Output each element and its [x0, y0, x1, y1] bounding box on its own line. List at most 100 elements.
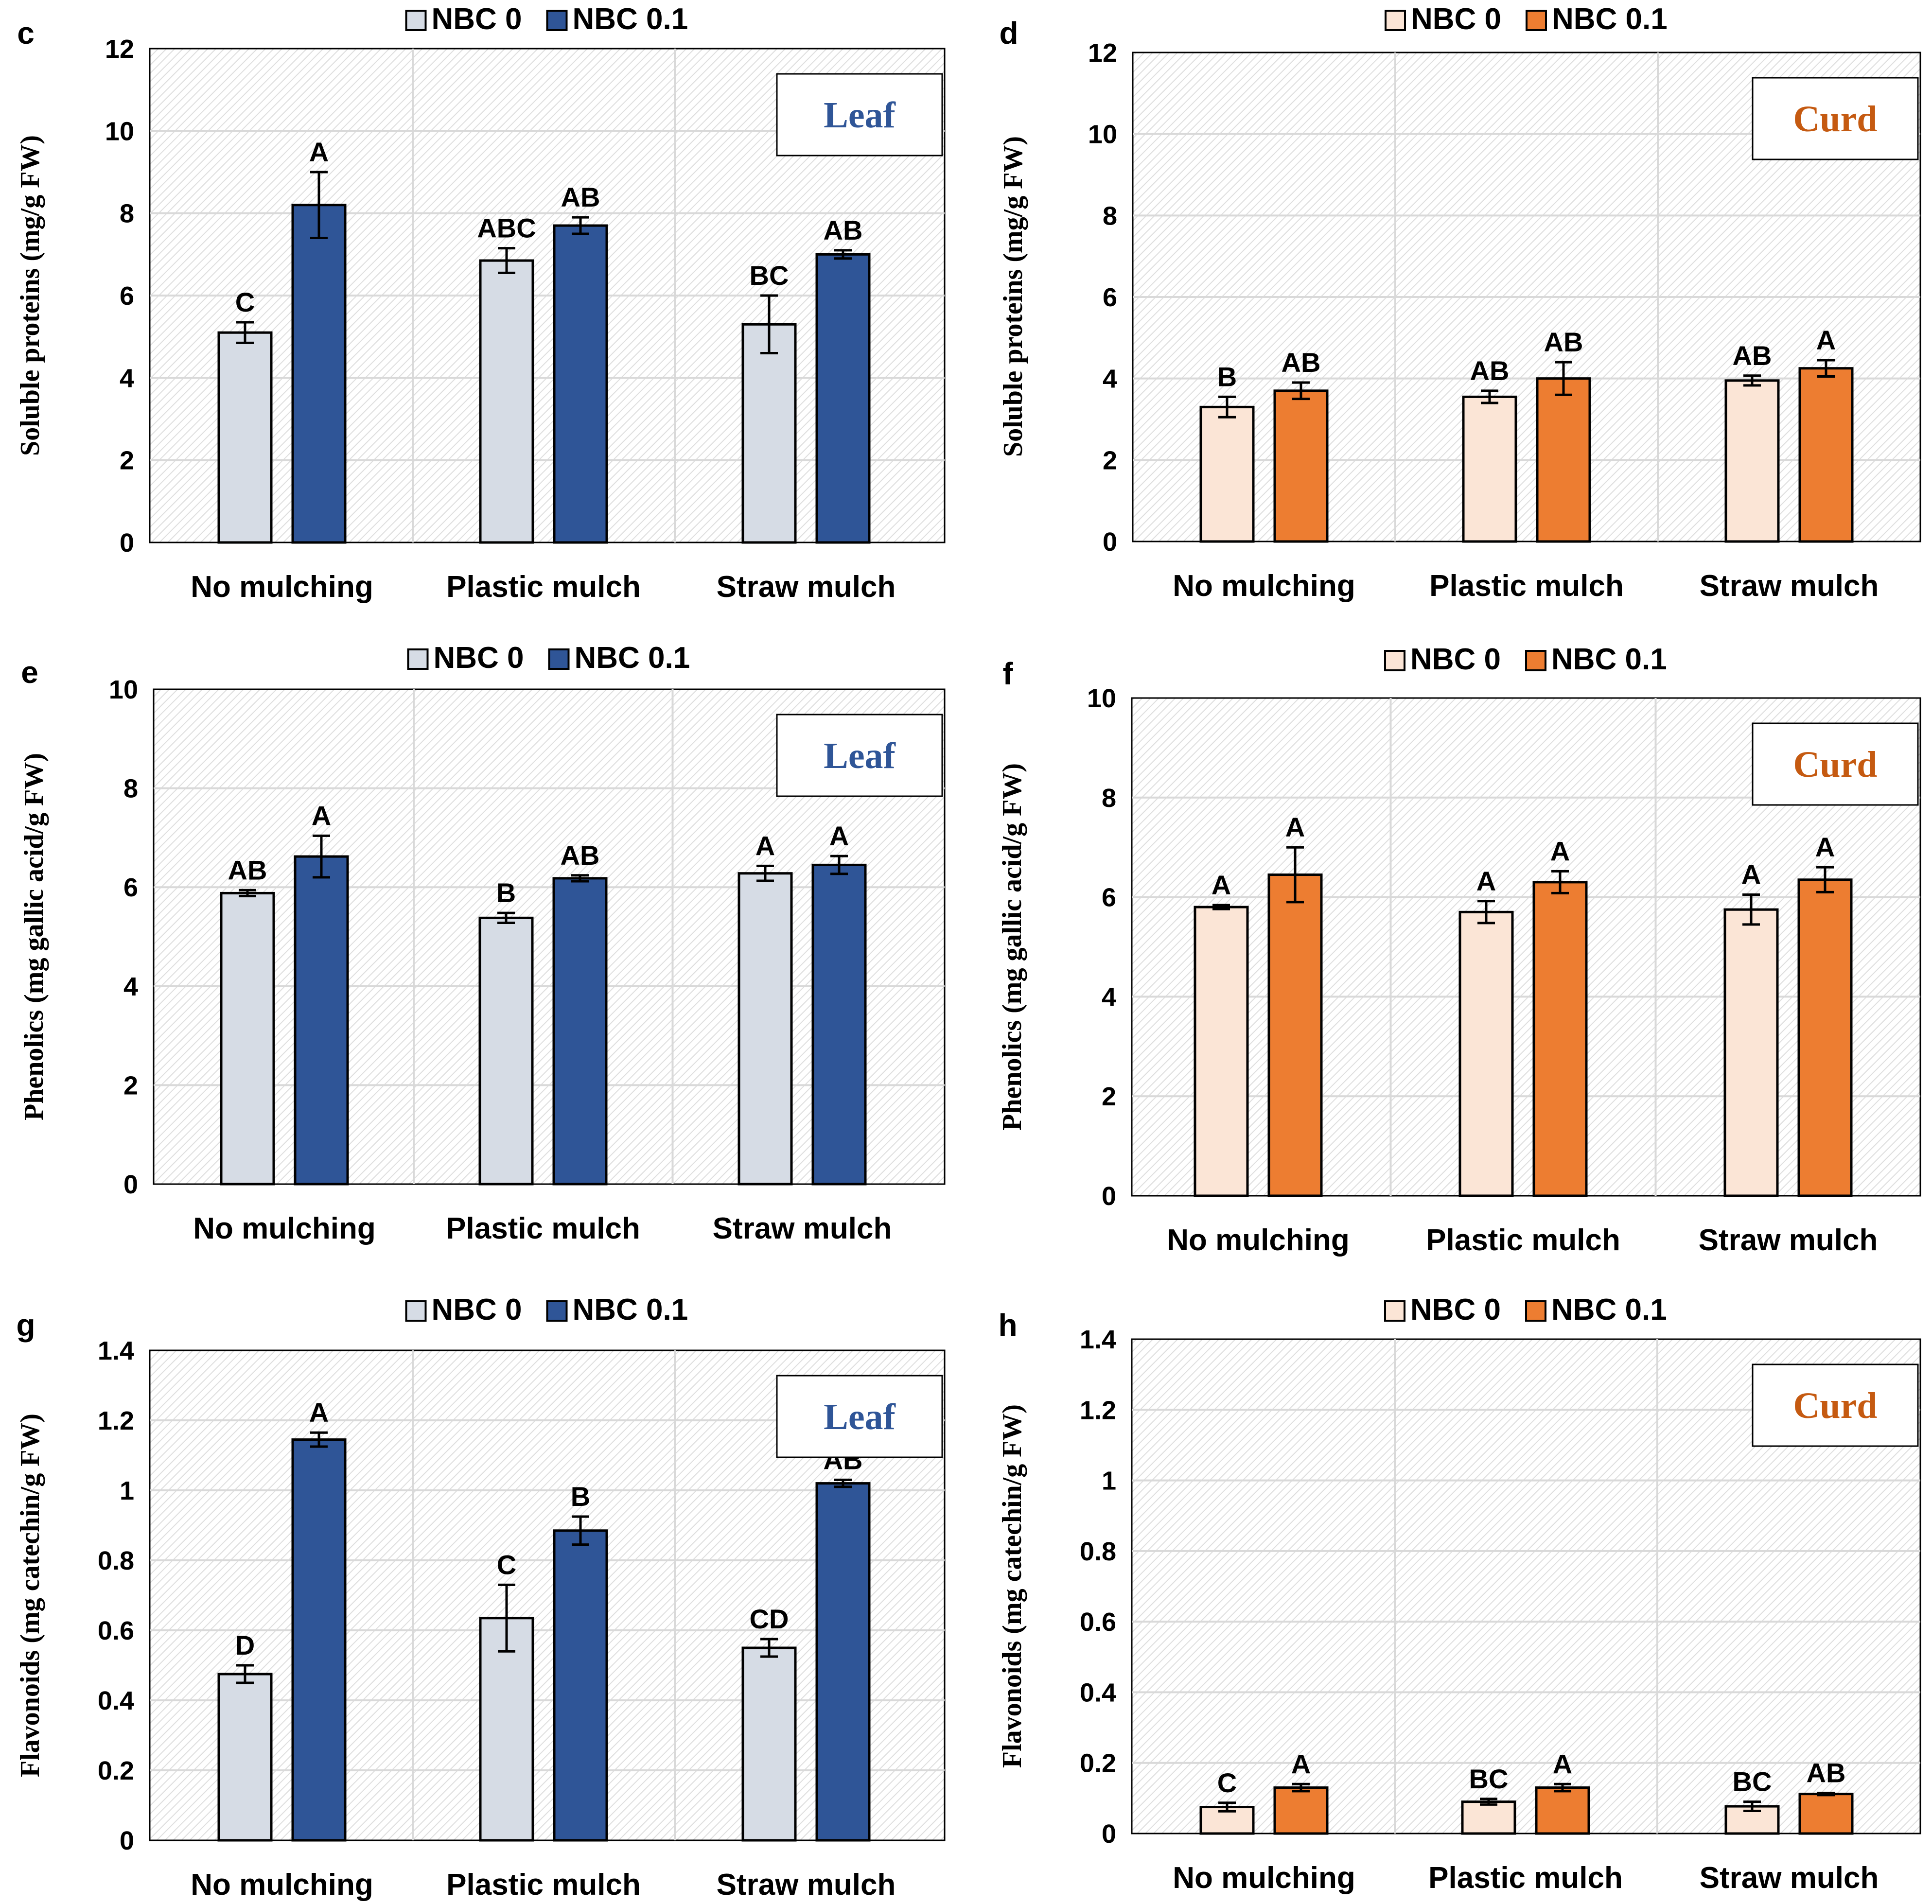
legend-label: NBC 0.1: [573, 1293, 688, 1327]
panel-letter: c: [17, 16, 35, 51]
y-tick-label: 4: [123, 972, 138, 1001]
bar: [553, 224, 608, 544]
y-tick-label: 1.4: [98, 1336, 134, 1365]
chart-panel-e: 0 2 4 6 8 10 AB A No mulching B AB Plastic mulch A A S…: [19, 641, 946, 1245]
legend-label: NBC 0: [434, 641, 524, 675]
bar: [217, 331, 273, 544]
y-tick-label: 6: [123, 873, 138, 902]
legend-label: NBC 0.1: [1551, 1293, 1667, 1327]
legend-swatch: [1384, 1300, 1405, 1322]
bar: [552, 877, 608, 1186]
bar: [1194, 906, 1249, 1197]
bar: [1458, 910, 1514, 1197]
plot-area: [1131, 1338, 1921, 1834]
bar: [1267, 873, 1323, 1197]
bar: [291, 1438, 347, 1842]
chart-panel-h: 0 0.2 0.4 0.6 0.8 1 1.2 1.4 C A No mulching BC A Plas…: [997, 1293, 1921, 1895]
bar: [1199, 405, 1255, 543]
y-tick-label: 1: [120, 1476, 134, 1505]
significance-letter: C: [497, 1549, 516, 1580]
significance-letter: A: [1476, 866, 1496, 896]
x-category-label: No mulching: [1167, 1223, 1349, 1257]
y-tick-label: 2: [1102, 1082, 1116, 1111]
x-category-label: Straw mulch: [717, 1868, 896, 1902]
tissue-label-box: [776, 1375, 943, 1458]
y-tick-label: 4: [120, 364, 134, 393]
x-category-label: Plastic mulch: [446, 1868, 641, 1902]
y-tick-label: 0: [1102, 1182, 1116, 1211]
significance-letter: AB: [1282, 347, 1321, 378]
significance-letter: AB: [561, 182, 600, 212]
y-tick-label: 12: [105, 35, 134, 64]
legend-label: NBC 0: [1410, 1293, 1501, 1327]
legend-swatch: [548, 648, 570, 670]
significance-letter: D: [235, 1630, 255, 1660]
significance-letter: A: [309, 1397, 329, 1428]
y-tick-label: 2: [1103, 446, 1117, 475]
y-tick-label: 2: [123, 1071, 138, 1100]
tissue-label-box: [776, 714, 943, 797]
y-tick-label: 4: [1102, 982, 1116, 1012]
bar: [291, 204, 347, 544]
significance-letter: A: [1212, 870, 1231, 900]
x-category-label: Plastic mulch: [1429, 569, 1624, 603]
bar: [294, 855, 349, 1186]
tissue-label-box: [1752, 77, 1919, 160]
bar: [479, 259, 534, 544]
panel-letter: d: [999, 16, 1018, 51]
x-category-label: No mulching: [193, 1212, 375, 1245]
legend-swatch: [1526, 10, 1547, 31]
bar: [217, 1673, 273, 1842]
bar: [741, 323, 797, 544]
y-tick-label: 0.8: [98, 1546, 134, 1575]
bar: [1461, 1800, 1516, 1835]
x-category-label: Plastic mulch: [446, 1212, 640, 1245]
x-category-label: Straw mulch: [1700, 569, 1879, 603]
significance-letter: AB: [561, 840, 600, 871]
legend-label: NBC 0: [432, 2, 522, 36]
significance-letter: A: [1741, 859, 1761, 890]
significance-letter: AB: [228, 855, 267, 885]
y-tick-label: 0.6: [1080, 1607, 1116, 1637]
significance-letter: A: [1291, 1748, 1311, 1779]
legend-swatch: [1384, 650, 1405, 671]
y-axis-label: Flavonoids (mg catechin/g FW): [15, 1414, 45, 1777]
x-category-label: Straw mulch: [713, 1212, 892, 1245]
tissue-label: Leaf: [824, 95, 896, 136]
y-tick-label: 0.4: [98, 1686, 134, 1715]
tissue-label-box: [1752, 722, 1919, 806]
significance-letter: B: [1217, 361, 1237, 392]
legend-label: NBC 0.1: [573, 2, 688, 36]
y-axis-label: Soluble proteins (mg/g FW): [998, 136, 1028, 457]
y-tick-label: 0.4: [1080, 1678, 1116, 1707]
tissue-label: Leaf: [824, 735, 896, 776]
y-tick-label: 0.6: [98, 1616, 134, 1645]
chart-panel-d: 0 2 4 6 8 10 12 B AB No mulching AB AB Plastic mulch…: [998, 2, 1921, 603]
bar: [1273, 389, 1329, 543]
bar: [738, 872, 793, 1186]
significance-letter: A: [1816, 325, 1836, 355]
legend-label: NBC 0.1: [1551, 643, 1667, 676]
significance-letter: A: [829, 821, 849, 851]
bar: [1273, 1786, 1329, 1835]
y-tick-label: 8: [1103, 201, 1117, 230]
bar: [815, 1482, 871, 1842]
tissue-label-box: [776, 73, 943, 157]
y-tick-label: 4: [1103, 365, 1117, 394]
y-tick-label: 1.4: [1080, 1325, 1116, 1354]
significance-letter: CD: [750, 1604, 789, 1634]
tissue-label-box: [1752, 1363, 1919, 1447]
bar: [220, 891, 275, 1186]
y-tick-label: 10: [1088, 120, 1117, 149]
y-tick-label: 6: [120, 281, 134, 311]
panel-letter: g: [16, 1308, 35, 1343]
y-tick-label: 0: [123, 1170, 138, 1199]
bar: [478, 916, 534, 1186]
y-tick-label: 0: [1102, 1819, 1116, 1849]
significance-letter: C: [1217, 1767, 1237, 1798]
significance-letter: ABC: [477, 213, 536, 244]
x-category-label: No mulching: [1173, 1861, 1355, 1895]
bar: [1532, 881, 1588, 1197]
chart-panel-g: 0 0.2 0.4 0.6 0.8 1 1.2 1.4 D A No mulching C B Plast…: [15, 1293, 946, 1902]
